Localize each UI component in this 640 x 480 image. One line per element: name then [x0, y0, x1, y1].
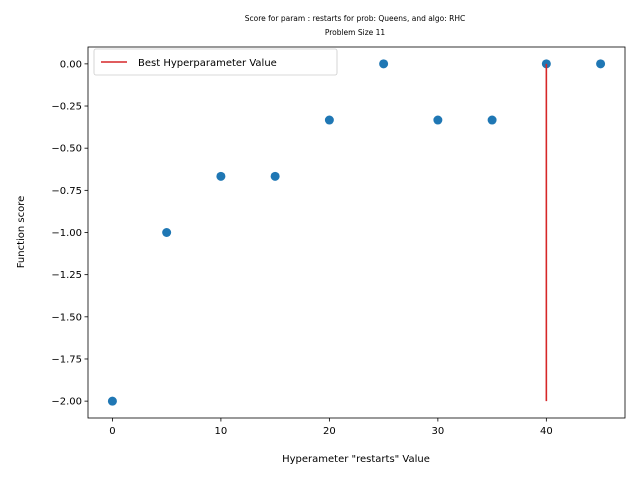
- scatter-point: [487, 115, 497, 125]
- plot-area: [107, 59, 606, 406]
- chart-title: Score for param : restarts for prob: Que…: [245, 14, 466, 23]
- y-tick-label: −0.75: [51, 186, 82, 197]
- y-tick-label: −1.25: [51, 270, 82, 281]
- y-tick-label: −1.75: [51, 354, 82, 365]
- scatter-point: [270, 171, 280, 181]
- x-tick-label: 10: [215, 426, 228, 437]
- y-tick-label: −1.50: [51, 312, 82, 323]
- x-tick-label: 30: [431, 426, 444, 437]
- x-axis: 0 10 20 30 40: [109, 418, 553, 437]
- scatter-point: [216, 171, 226, 181]
- scatter-point: [379, 59, 389, 69]
- legend: Best Hyperparameter Value: [93, 48, 338, 76]
- y-axis: 0.00 −0.25 −0.50 −0.75 −1.00 −1.25 −1.50 −1.75 −…: [51, 59, 88, 408]
- x-axis-label: Hyperameter "restarts" Value: [282, 454, 430, 465]
- x-tick-label: 0: [109, 426, 115, 437]
- scatter-point: [541, 59, 551, 69]
- scatter-point: [162, 228, 172, 237]
- y-tick-label: −0.50: [51, 144, 82, 155]
- scatter-point: [596, 59, 606, 69]
- y-tick-label: −1.00: [51, 228, 82, 239]
- scatter-point: [107, 396, 117, 406]
- y-axis-label: Function score: [16, 196, 27, 269]
- legend-label-best-hyperparameter: Best Hyperparameter Value: [138, 58, 277, 69]
- chart-subtitle: Problem Size 11: [325, 28, 386, 37]
- y-tick-label: −2.00: [51, 397, 82, 408]
- scatter-point: [324, 115, 334, 125]
- x-tick-label: 40: [540, 426, 553, 437]
- y-tick-label: −0.25: [51, 102, 82, 113]
- x-tick-label: 20: [323, 426, 336, 437]
- legend-box: [93, 48, 338, 76]
- scatter-point: [433, 115, 443, 125]
- y-tick-label: 0.00: [60, 59, 82, 70]
